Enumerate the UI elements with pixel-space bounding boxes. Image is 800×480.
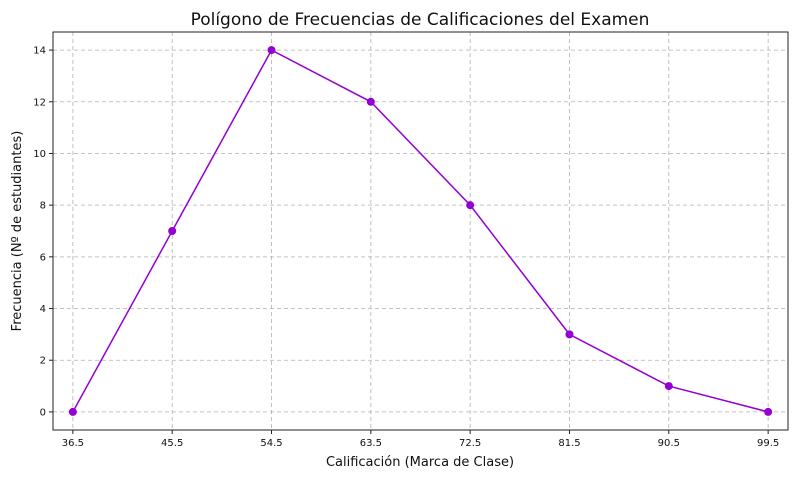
data-point — [764, 407, 773, 416]
x-tick-label: 90.5 — [658, 438, 680, 449]
data-point — [664, 382, 673, 391]
grid-lines — [53, 32, 788, 430]
y-tick-label: 14 — [33, 46, 46, 57]
series-layer — [68, 46, 773, 416]
x-tick-label: 45.5 — [161, 438, 183, 449]
series-line — [72, 49, 769, 413]
x-tick-label: 99.5 — [757, 438, 779, 449]
x-tick-label: 72.5 — [459, 438, 481, 449]
data-point — [366, 97, 375, 106]
x-tick-label: 63.5 — [360, 438, 382, 449]
y-tick-label: 2 — [40, 356, 46, 367]
x-tick-label: 81.5 — [558, 438, 580, 449]
y-tick-label: 12 — [33, 97, 46, 108]
y-axis: 0 2 4 6 8 10 12 14 — [33, 46, 53, 418]
data-point — [267, 46, 276, 55]
y-axis-label: Frecuencia (Nº de estudiantes) — [10, 131, 25, 332]
x-axis-label: Calificación (Marca de Clase) — [326, 455, 514, 470]
plot-frame — [52, 31, 789, 431]
data-point — [68, 407, 77, 416]
data-point — [466, 201, 475, 210]
y-tick-label: 4 — [40, 304, 46, 315]
y-tick-label: 8 — [40, 201, 46, 212]
y-tick-label: 6 — [40, 252, 46, 263]
x-tick-label: 54.5 — [260, 438, 282, 449]
chart-title: Polígono de Frecuencias de Calificacione… — [191, 10, 650, 30]
y-tick-label: 10 — [33, 149, 46, 160]
x-tick-label: 36.5 — [62, 438, 84, 449]
y-tick-label: 0 — [40, 407, 46, 418]
data-point — [168, 227, 177, 235]
data-point — [565, 330, 574, 339]
x-axis: 36.5 45.5 54.5 63.5 72.5 81.5 90.5 99.5 — [62, 430, 779, 449]
